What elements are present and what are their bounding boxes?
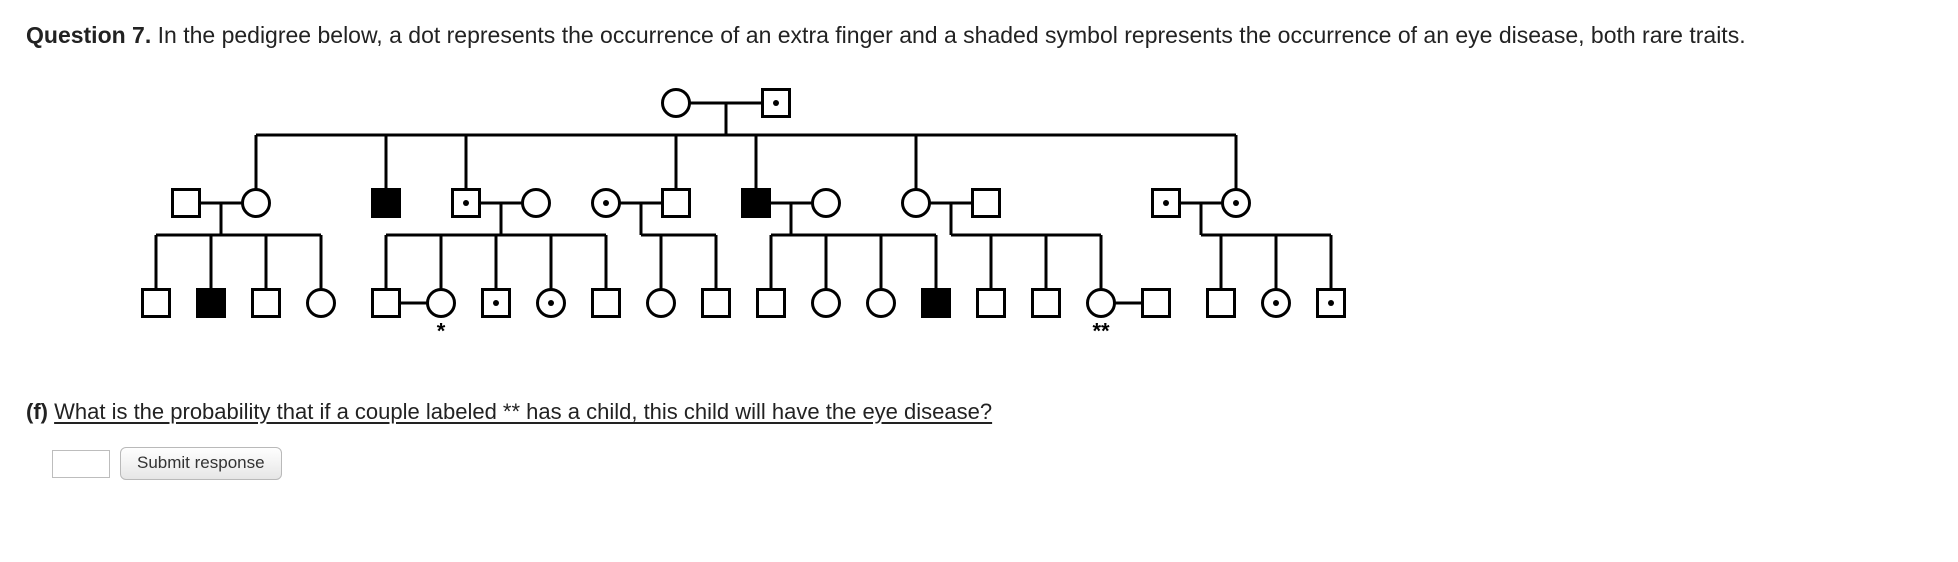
question-number: Question 7. — [26, 22, 151, 48]
submit-button[interactable]: Submit response — [120, 447, 282, 480]
subpart-letter: (f) — [26, 399, 48, 424]
subpart-f: (f) What is the probability that if a co… — [26, 399, 1932, 425]
pedigree-svg: *** — [96, 73, 1396, 373]
answer-row: Submit response — [52, 447, 1932, 480]
svg-text:*: * — [437, 319, 446, 344]
answer-input[interactable] — [52, 450, 110, 478]
subpart-prompt: What is the probability that if a couple… — [54, 399, 992, 424]
question-heading: Question 7. In the pedigree below, a dot… — [26, 20, 1906, 51]
page-root: Question 7. In the pedigree below, a dot… — [0, 0, 1958, 500]
svg-text:**: ** — [1092, 319, 1110, 344]
pedigree-figure: *** — [96, 73, 1932, 373]
question-stem: In the pedigree below, a dot represents … — [158, 22, 1746, 48]
